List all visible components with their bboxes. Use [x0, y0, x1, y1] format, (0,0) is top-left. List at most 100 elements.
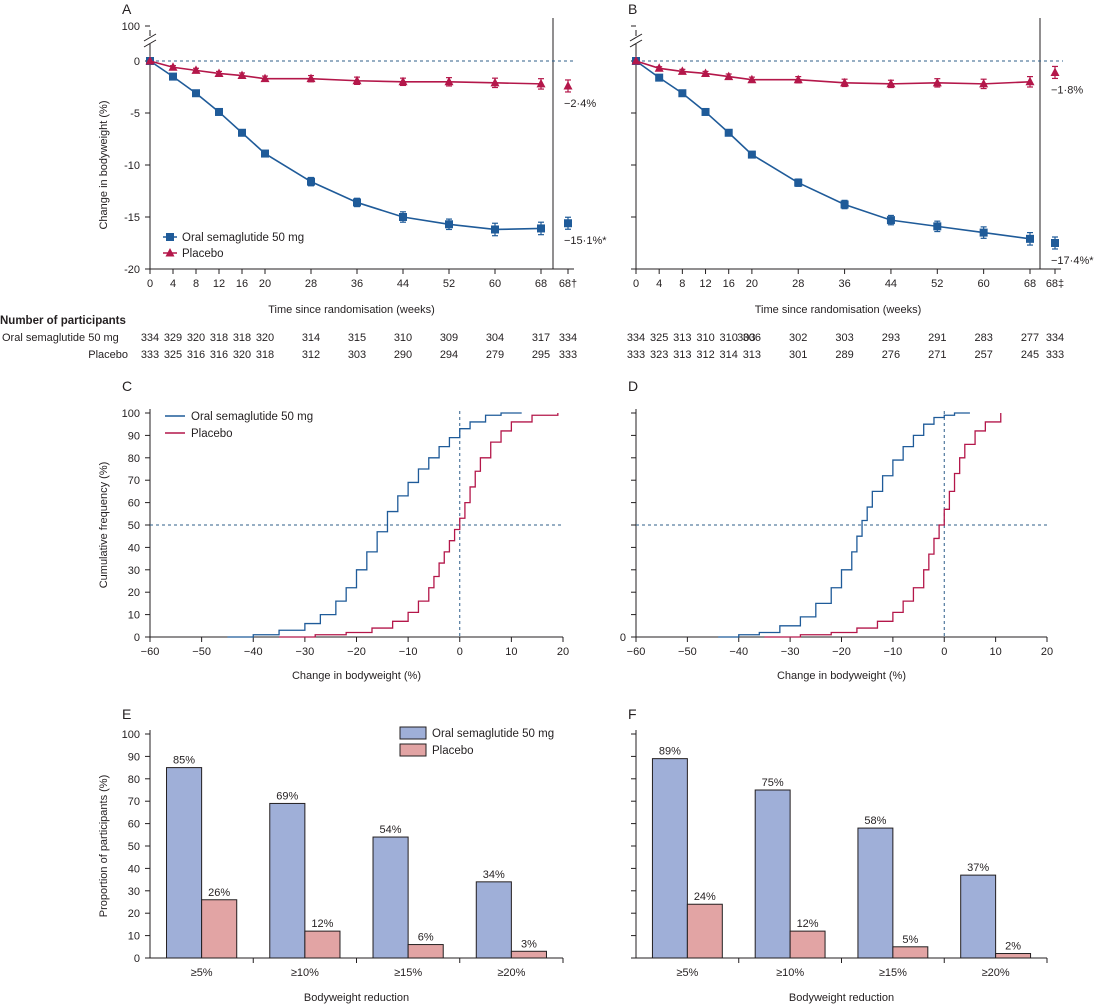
category-label-e: ≥5% — [191, 967, 213, 979]
semaglutide-bar-e — [269, 802, 306, 959]
semaglutide-cumulative-curve-c — [227, 412, 522, 638]
y-tick-label-c: 30 — [128, 565, 140, 577]
placebo-point-a — [260, 73, 270, 83]
y-tick-label-e: 30 — [128, 886, 140, 898]
count-semaglutide-b: 313 — [673, 332, 691, 344]
axis-break-mark-b — [629, 33, 643, 42]
count-semaglutide-b: 310 — [696, 332, 714, 344]
placebo-bar-e — [407, 944, 444, 959]
semaglutide-point-a — [261, 149, 269, 158]
semaglutide-point-b — [678, 89, 687, 98]
y-tick-label-e: 50 — [128, 841, 140, 853]
placebo-bar-e — [510, 950, 547, 959]
semaglutide-point-a — [491, 225, 499, 234]
semaglutide-bar-label-e: 69% — [276, 790, 298, 802]
semaglutide-point-b — [933, 222, 942, 231]
placebo-point-b — [840, 77, 850, 87]
placebo-cumulative-curve-d — [764, 413, 1002, 638]
placebo-point-a — [444, 76, 454, 86]
y-tick-label-c: 70 — [128, 475, 140, 487]
y-tick-label-e: 20 — [128, 908, 140, 920]
count-semaglutide-b: 302 — [789, 332, 807, 344]
count-placebo-a: 333 — [141, 349, 159, 361]
panel-letter-d: D — [628, 378, 638, 394]
y-tick-label-a: 100 — [122, 21, 140, 33]
count-semaglutide-a: 320 — [187, 332, 205, 344]
category-label-e: ≥10% — [291, 967, 319, 979]
semaglutide-point-a — [445, 220, 453, 229]
semaglutide-point-b — [724, 128, 733, 137]
placebo-bar-f — [686, 903, 723, 959]
x-axis-label-e: Bodyweight reduction — [304, 992, 409, 1004]
axis-break-mark-a — [143, 39, 157, 48]
x-tick-label-c: −20 — [347, 646, 366, 658]
y-axis-label-e: Proportion of participants (%) — [98, 775, 110, 917]
category-label-e: ≥20% — [497, 967, 525, 979]
y-tick-label-d: 0 — [620, 632, 626, 644]
x-axis-label-b: Time since randomisation (weeks) — [755, 304, 921, 316]
semaglutide-point-a — [192, 89, 200, 98]
placebo-bar-label-e: 12% — [311, 918, 333, 930]
placebo-end-point-a — [563, 80, 573, 90]
y-tick-label-e: 90 — [128, 751, 140, 763]
y-tick-label-c: 60 — [128, 498, 140, 510]
legend-semaglutide-swatch-e — [399, 726, 427, 740]
count-semaglutide-a: 318 — [210, 332, 228, 344]
placebo-line-a — [149, 60, 542, 85]
x-tick-label-a: 28 — [305, 278, 317, 290]
semaglutide-point-b — [979, 228, 988, 237]
x-tick-label-d: −10 — [884, 646, 903, 658]
count-placebo-b: 323 — [650, 349, 668, 361]
x-tick-label-a: 68 — [535, 278, 547, 290]
y-tick-label-e: 80 — [128, 774, 140, 786]
x-axis-label-d: Change in bodyweight (%) — [777, 670, 906, 682]
panel-letter-b: B — [628, 1, 637, 17]
legend-placebo-swatch-e — [399, 743, 427, 757]
x-tick-label-d: −50 — [678, 646, 697, 658]
placebo-bar-label-f: 24% — [694, 891, 716, 903]
y-tick-label-e: 70 — [128, 796, 140, 808]
placebo-bar-label-f: 12% — [797, 918, 819, 930]
x-tick-label-a: 44 — [397, 278, 409, 290]
placebo-point-b — [654, 63, 664, 72]
count-placebo-b: 271 — [928, 349, 946, 361]
semaglutide-line-a — [149, 60, 542, 231]
semaglutide-point-a — [537, 224, 545, 233]
placebo-bar-label-e: 6% — [418, 932, 434, 944]
semaglutide-bar-label-e: 85% — [173, 755, 195, 767]
count-placebo-a: 279 — [486, 349, 504, 361]
x-tick-label-b: 68 — [1024, 278, 1036, 290]
count-placebo-a: 325 — [164, 349, 182, 361]
semaglutide-bar-label-e: 54% — [380, 824, 402, 836]
y-tick-label-c: 20 — [128, 587, 140, 599]
placebo-point-a — [306, 73, 316, 83]
x-tick-label-a: 60 — [489, 278, 501, 290]
y-tick-label-c: 0 — [134, 632, 140, 644]
placebo-bar-label-e: 3% — [521, 938, 537, 950]
count-placebo-a: 294 — [440, 349, 458, 361]
placebo-bar-e — [201, 899, 238, 959]
count-placebo-b: 333 — [627, 349, 645, 361]
x-tick-label-a: 0 — [147, 278, 153, 290]
x-tick-label-a: 12 — [213, 278, 225, 290]
count-semaglutide-a: 318 — [233, 332, 251, 344]
semaglutide-bar-label-e: 34% — [483, 869, 505, 881]
semaglutide-bar-f — [651, 758, 688, 959]
placebo-bar-label-f: 2% — [1005, 941, 1021, 953]
semaglutide-cumulative-curve-d — [718, 412, 970, 638]
placebo-point-b — [979, 78, 989, 88]
count-semaglutide-b: 306 — [743, 332, 761, 344]
x-tick-label-b: 28 — [792, 278, 804, 290]
placebo-bar-label-e: 26% — [208, 887, 230, 899]
count-semaglutide-a: 334 — [141, 332, 159, 344]
x-tick-label-d: −40 — [729, 646, 748, 658]
semaglutide-point-a — [399, 213, 407, 221]
placebo-point-a — [490, 77, 500, 87]
semaglutide-point-b — [701, 107, 710, 116]
count-semaglutide-a: 310 — [394, 332, 412, 344]
count-placebo-a: 316 — [187, 349, 205, 361]
count-placebo-a: 312 — [302, 349, 320, 361]
x-tick-label-c: −30 — [296, 646, 315, 658]
x-tick-label-b: 4 — [656, 278, 662, 290]
placebo-bar-f — [789, 930, 826, 959]
